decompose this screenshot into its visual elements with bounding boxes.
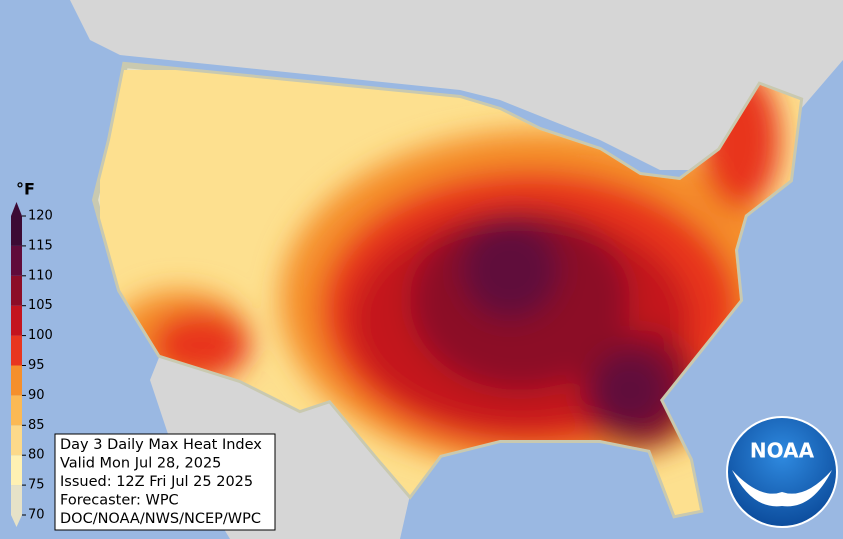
colorbar-tick-label: 120 [28,209,53,224]
colorbar-segment [11,455,22,486]
colorbar-segment [11,425,22,456]
colorbar-segment [11,485,22,515]
colorbar: 70 75 80 85 90 95 100 105 110 115 120 [11,202,53,527]
noaa-logo: NOAA [726,416,838,528]
colorbar-tick-label: 115 [28,238,53,253]
colorbar-segment [11,245,22,276]
colorbar-tick-label: 70 [28,508,45,523]
colorbar-tick-label: 75 [28,478,45,493]
colorbar-segment [11,335,22,366]
info-line: Forecaster: WPC [60,493,179,509]
colorbar-segment [11,395,22,426]
logo-text: NOAA [750,439,815,463]
colorbar-tick-label: 85 [28,418,45,433]
logo-bird [732,470,832,507]
info-line: DOC/NOAA/NWS/NCEP/WPC [60,511,261,527]
colorbar-unit: °F [16,180,35,199]
colorbar-tick-label: 90 [28,388,45,403]
canada [0,0,843,170]
colorbar-tick-label: 110 [28,268,53,283]
colorbar-high-end [11,202,22,216]
colorbar-tick-label: 80 [28,448,45,463]
colorbar-tick-label: 100 [28,328,53,343]
colorbar-tick-label: 95 [28,358,45,373]
colorbar-segment [11,365,22,396]
info-line: Day 3 Daily Max Heat Index [60,437,262,453]
info-lines: Day 3 Daily Max Heat Index Valid Mon Jul … [60,437,262,527]
info-line: Issued: 12Z Fri Jul 25 2025 [60,474,253,490]
colorbar-low-end [11,515,22,527]
colorbar-segment [11,216,22,246]
colorbar-segment [11,275,22,306]
colorbar-segment [11,305,22,336]
info-box [54,433,276,531]
colorbar-tick-label: 105 [28,298,53,313]
info-line: Valid Mon Jul 28, 2025 [60,456,221,472]
logo-circle [726,416,838,528]
